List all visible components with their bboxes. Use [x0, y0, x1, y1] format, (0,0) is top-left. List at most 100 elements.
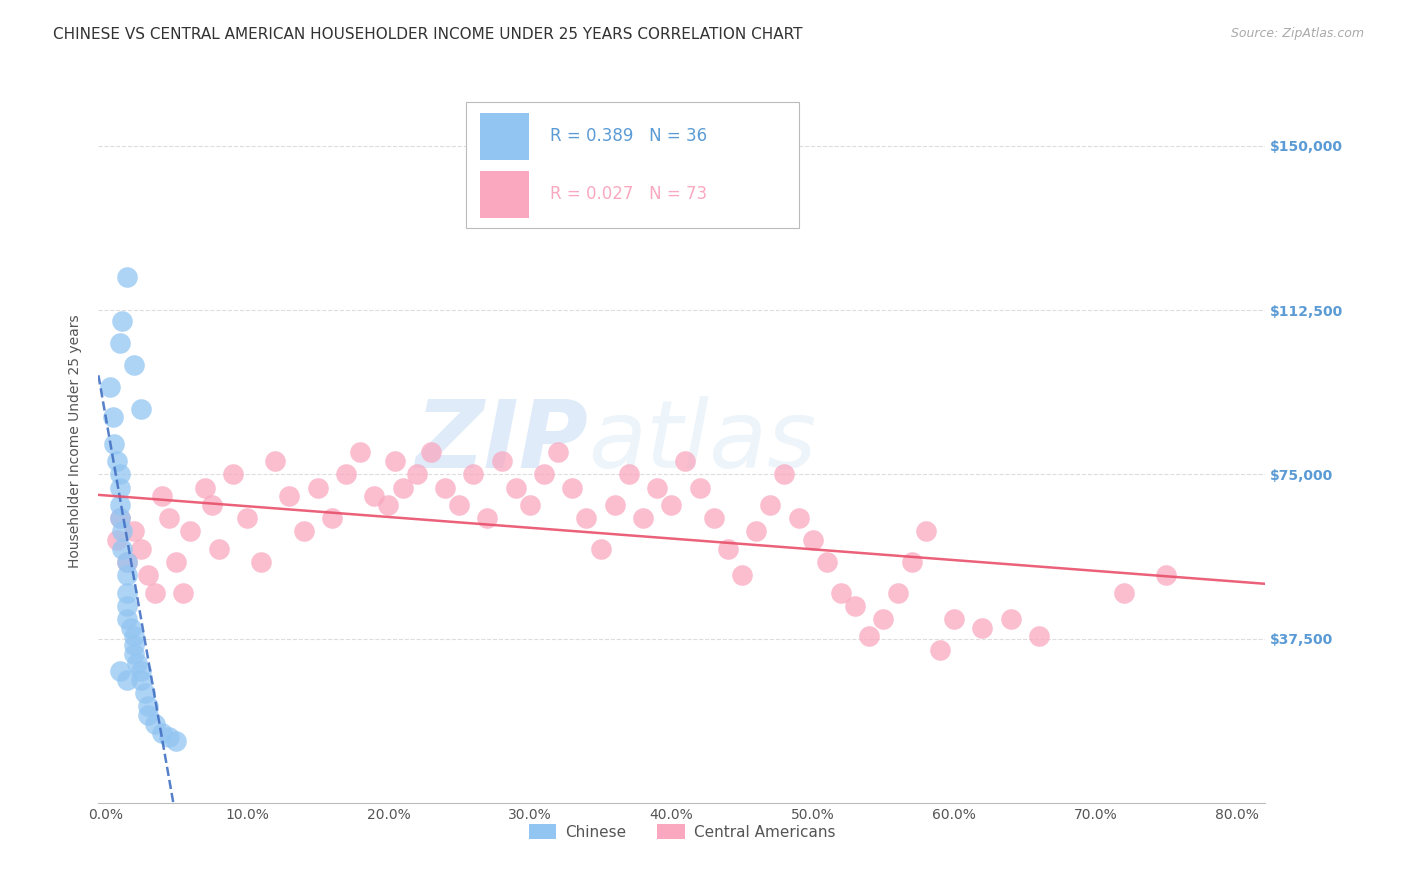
Point — [236, 511, 259, 525]
Point — [208, 541, 231, 556]
Point — [136, 568, 159, 582]
Point — [111, 541, 134, 556]
Point — [98, 380, 121, 394]
Point — [717, 541, 740, 556]
Point — [111, 314, 134, 328]
Point — [547, 445, 569, 459]
Point — [363, 489, 385, 503]
Point — [179, 524, 201, 539]
Point — [463, 467, 485, 482]
Point — [858, 629, 880, 643]
Point — [115, 599, 138, 613]
Point — [111, 524, 134, 539]
FancyBboxPatch shape — [479, 112, 529, 160]
Point — [659, 498, 682, 512]
Point — [200, 498, 222, 512]
Point — [929, 642, 952, 657]
Point — [143, 717, 166, 731]
Point — [115, 555, 138, 569]
Point — [143, 585, 166, 599]
Point — [129, 401, 152, 416]
Point — [108, 467, 131, 482]
Point — [278, 489, 301, 503]
Point — [115, 270, 138, 285]
Point — [105, 533, 128, 547]
Legend: Chinese, Central Americans: Chinese, Central Americans — [523, 818, 841, 846]
Text: ZIP: ZIP — [416, 395, 589, 488]
Point — [335, 467, 357, 482]
Point — [101, 410, 124, 425]
Point — [157, 730, 180, 744]
Point — [122, 647, 145, 661]
FancyBboxPatch shape — [465, 102, 799, 228]
Point — [745, 524, 768, 539]
Point — [675, 454, 697, 468]
Point — [129, 673, 152, 688]
Point — [108, 336, 131, 351]
Point — [1112, 585, 1135, 599]
Point — [801, 533, 824, 547]
Point — [1156, 568, 1178, 582]
Point — [120, 621, 142, 635]
Point — [122, 358, 145, 372]
Point — [115, 555, 138, 569]
Point — [108, 511, 131, 525]
Point — [150, 489, 173, 503]
Point — [136, 708, 159, 723]
Point — [759, 498, 782, 512]
Point — [264, 454, 287, 468]
Point — [787, 511, 810, 525]
Point — [165, 555, 187, 569]
Point — [108, 511, 131, 525]
Point — [292, 524, 315, 539]
Point — [384, 454, 406, 468]
Point — [115, 673, 138, 688]
Point — [886, 585, 908, 599]
Point — [122, 629, 145, 643]
Point — [129, 665, 152, 679]
Point — [103, 436, 125, 450]
Point — [172, 585, 194, 599]
Point — [150, 725, 173, 739]
Text: atlas: atlas — [589, 396, 817, 487]
Point — [915, 524, 938, 539]
Point — [900, 555, 922, 569]
Point — [165, 734, 187, 748]
Point — [108, 665, 131, 679]
Point — [519, 498, 541, 512]
Text: R = 0.389   N = 36: R = 0.389 N = 36 — [550, 128, 707, 145]
Point — [491, 454, 513, 468]
Point — [321, 511, 343, 525]
Point — [125, 656, 148, 670]
Point — [134, 686, 156, 700]
Point — [129, 541, 152, 556]
Point — [773, 467, 796, 482]
Point — [193, 481, 215, 495]
Point — [115, 568, 138, 582]
Point — [115, 612, 138, 626]
Point — [222, 467, 245, 482]
Point — [872, 612, 894, 626]
Point — [449, 498, 471, 512]
Point — [122, 638, 145, 652]
Point — [122, 524, 145, 539]
Point — [1028, 629, 1050, 643]
Point — [943, 612, 966, 626]
Point — [419, 445, 441, 459]
Text: R = 0.027   N = 73: R = 0.027 N = 73 — [550, 185, 707, 203]
Point — [731, 568, 754, 582]
Point — [617, 467, 640, 482]
Point — [1000, 612, 1022, 626]
Point — [477, 511, 499, 525]
Point — [391, 481, 413, 495]
Point — [703, 511, 725, 525]
Point — [115, 585, 138, 599]
Point — [157, 511, 180, 525]
Point — [433, 481, 456, 495]
Point — [815, 555, 838, 569]
Point — [105, 454, 128, 468]
Point — [603, 498, 626, 512]
Point — [377, 498, 399, 512]
Point — [136, 699, 159, 714]
Point — [108, 481, 131, 495]
